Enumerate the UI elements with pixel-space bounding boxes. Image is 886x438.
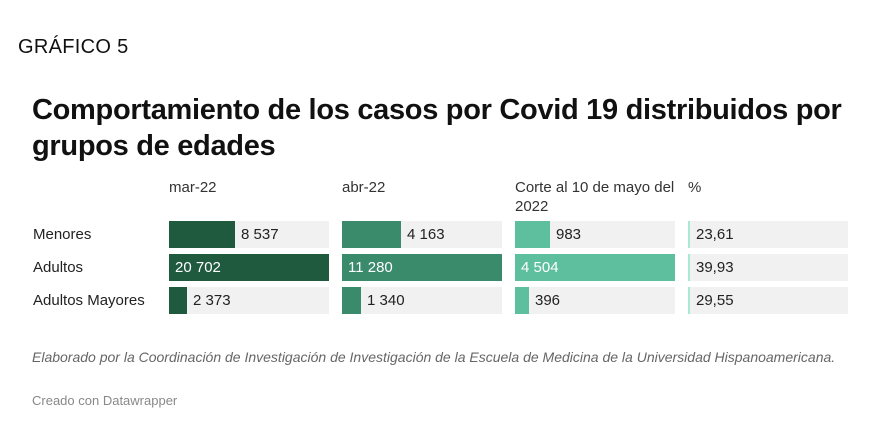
table-cell: 11 280 [342,254,502,281]
column-header-1: mar-22 [169,179,217,196]
table-cell: 2 373 [169,287,329,314]
value-label: 11 280 [348,259,393,276]
value-label: 4 504 [521,259,559,276]
value-label: 4 163 [407,226,445,243]
bar [169,287,187,314]
table-cell: 1 340 [342,287,502,314]
table-cell: 23,61 [688,221,848,248]
value-label: 396 [535,292,561,309]
table-cell: 4 504 [515,254,675,281]
bar [342,221,401,248]
figure-label: GRÁFICO 5 [18,36,129,58]
table-cell: 39,93 [688,254,848,281]
bar [688,287,690,314]
column-header-4: % [688,179,702,196]
bar [169,254,329,281]
bar [515,287,529,314]
table-cell: 8 537 [169,221,329,248]
value-label: 2 373 [193,292,231,309]
row-label: Menores [33,226,92,243]
value-label: 1 340 [367,292,405,309]
row-label: Adultos [33,259,84,276]
bar [342,287,361,314]
datawrapper-credit[interactable]: Creado con Datawrapper [32,393,178,408]
value-label: 29,55 [696,292,734,309]
bar [169,221,235,248]
table-cell: 983 [515,221,675,248]
bar [515,254,675,281]
table-cell: 29,55 [688,287,848,314]
column-header-3: Corte al 10 de mayo del 2022 [515,179,675,215]
column-header-2: abr-22 [342,179,386,196]
bar [515,221,550,248]
value-label: 8 537 [241,226,279,243]
bar [688,254,690,281]
bar [342,254,502,281]
table-cell: 4 163 [342,221,502,248]
source-note: Elaborado por la Coordinación de Investi… [32,349,836,365]
value-label: 983 [556,226,582,243]
value-label: 39,93 [696,259,734,276]
bar [688,221,690,248]
table-cell: 396 [515,287,675,314]
value-label: 23,61 [696,226,734,243]
chart-title: Comportamiento de los casos por Covid 19… [32,94,842,162]
value-label: 20 702 [175,259,221,276]
row-label: Adultos Mayores [33,292,145,309]
table-cell: 20 702 [169,254,329,281]
